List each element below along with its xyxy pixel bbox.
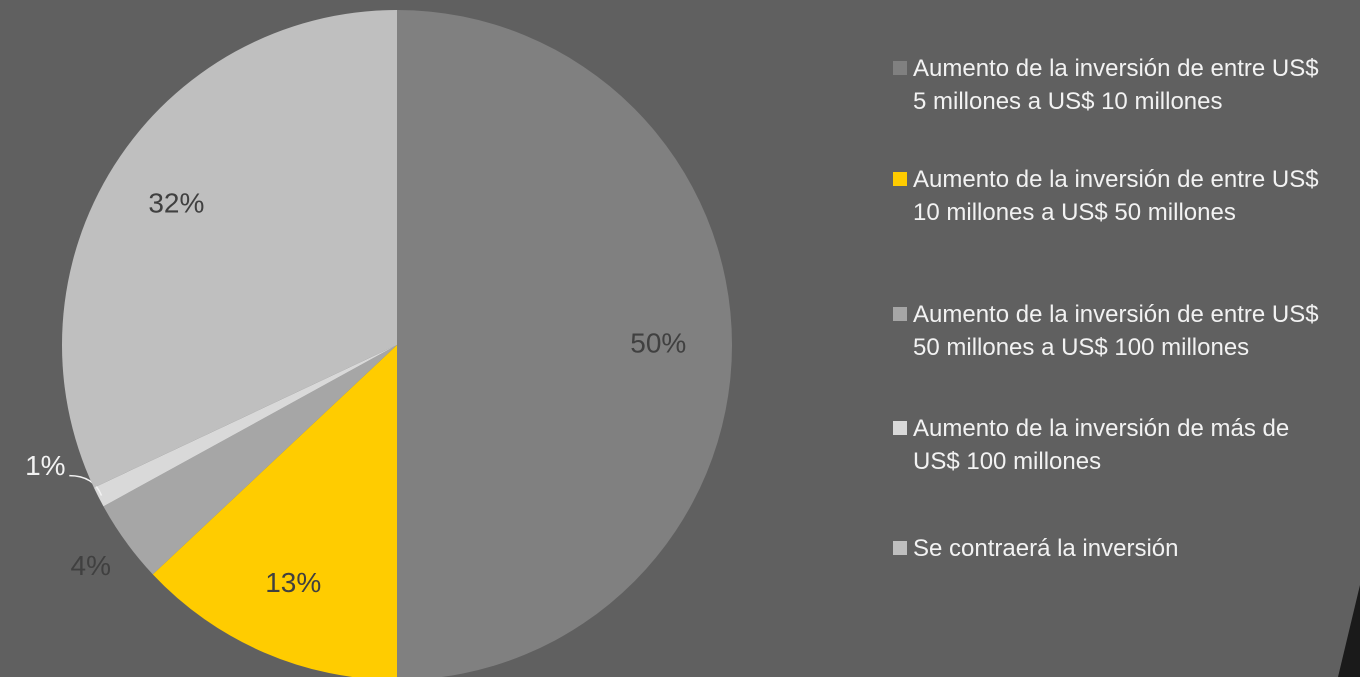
pie-slice xyxy=(152,345,397,677)
legend-swatch xyxy=(893,172,907,186)
data-label: 1% xyxy=(25,450,65,481)
legend-label: Aumento de la inversión de entre US$ 5 m… xyxy=(913,55,1319,115)
legend-item: Aumento de la inversión de entre US$ 5 m… xyxy=(893,52,1333,118)
data-label: 4% xyxy=(71,550,111,581)
data-label: 13% xyxy=(265,567,321,598)
legend-item: Se contraerá la inversión xyxy=(893,532,1333,565)
legend-swatch xyxy=(893,61,907,75)
pie-slice xyxy=(103,345,398,575)
legend-swatch xyxy=(893,307,907,321)
legend-item: Aumento de la inversión de más de US$ 10… xyxy=(893,412,1333,478)
legend-item: Aumento de la inversión de entre US$ 10 … xyxy=(893,163,1333,229)
pie-slice xyxy=(93,345,397,507)
data-label: 50% xyxy=(630,327,686,358)
decoration xyxy=(1338,585,1360,677)
legend-label: Se contraerá la inversión xyxy=(913,535,1179,562)
legend-label: Aumento de la inversión de entre US$ 50 … xyxy=(913,301,1319,361)
data-label: 32% xyxy=(148,187,204,218)
legend-swatch xyxy=(893,421,907,435)
legend-item: Aumento de la inversión de entre US$ 50 … xyxy=(893,298,1333,364)
pie-slice xyxy=(397,10,732,677)
legend-label: Aumento de la inversión de entre US$ 10 … xyxy=(913,166,1319,226)
legend-swatch xyxy=(893,541,907,555)
leader-line xyxy=(69,474,103,496)
pie-slice xyxy=(61,10,397,488)
legend-label: Aumento de la inversión de más de US$ 10… xyxy=(913,415,1290,475)
